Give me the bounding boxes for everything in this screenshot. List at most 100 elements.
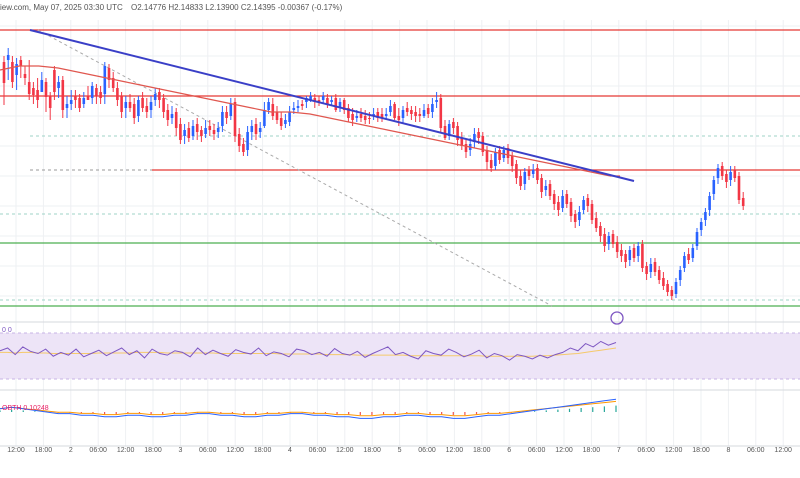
candle-body <box>141 98 144 108</box>
x-tick-label: 12:00 <box>7 447 25 454</box>
candle-body <box>599 226 602 236</box>
candle-body <box>473 134 476 142</box>
candle-body <box>552 194 556 204</box>
candle-body <box>410 110 413 114</box>
candle-body <box>65 104 69 108</box>
x-tick-label: 06:00 <box>418 447 436 454</box>
candle-body <box>494 152 497 166</box>
candle-body <box>86 96 90 100</box>
candle-body <box>725 174 728 182</box>
candle-body <box>435 100 438 102</box>
candle-body <box>95 88 98 96</box>
candle-body <box>90 86 94 98</box>
candle-body <box>153 94 157 100</box>
x-tick-label: 8 <box>726 447 730 454</box>
candle-body <box>603 234 606 246</box>
candle-body <box>632 248 636 258</box>
candle-body <box>242 144 245 152</box>
candle-body <box>355 116 359 118</box>
candle-body <box>397 116 401 120</box>
candle-body <box>569 202 573 216</box>
candle-body <box>515 164 518 178</box>
candle-body <box>183 130 186 136</box>
candle-body <box>149 102 153 110</box>
candle-body <box>300 104 304 106</box>
candle-body <box>263 110 266 126</box>
candle-body <box>288 112 291 122</box>
candle-body <box>363 116 367 120</box>
candle-body <box>674 282 678 294</box>
candle-body <box>330 100 333 102</box>
candle-body <box>347 108 350 118</box>
candle-body <box>557 202 560 210</box>
candle-body <box>15 64 18 75</box>
candle-body <box>19 60 23 66</box>
candle-body <box>48 96 52 108</box>
candle-body <box>107 68 111 80</box>
candle-body <box>578 212 581 220</box>
candle-body <box>573 214 577 222</box>
candle-body <box>733 170 737 178</box>
candle-body <box>53 70 56 92</box>
x-tick-label: 2 <box>69 447 73 454</box>
x-tick-label: 12:00 <box>665 447 683 454</box>
candle-body <box>527 170 531 176</box>
candle-body <box>720 166 724 176</box>
candle-body <box>246 132 249 150</box>
candle-body <box>594 218 598 228</box>
candle-body <box>124 102 128 108</box>
candle-body <box>426 108 430 114</box>
candle-body <box>636 246 640 256</box>
candle-body <box>179 124 182 140</box>
candle-body <box>729 172 732 180</box>
candle-body <box>506 148 510 158</box>
candle-body <box>212 130 216 134</box>
candle-body <box>313 98 317 102</box>
candle-body <box>498 150 501 160</box>
candle-body <box>250 126 254 132</box>
candle-body <box>523 172 527 184</box>
candle-body <box>132 104 136 118</box>
candle-body <box>225 112 228 118</box>
candle-body <box>544 186 548 190</box>
candle-body <box>683 256 686 268</box>
candle-body <box>233 102 237 136</box>
x-tick-label: 06:00 <box>199 447 217 454</box>
candle-body <box>376 112 380 118</box>
candle-body <box>657 270 661 280</box>
candle-body <box>393 104 396 118</box>
candle-body <box>649 264 653 272</box>
candle-body <box>267 102 270 110</box>
candle-body <box>477 132 480 138</box>
header-site: iew.com, <box>0 3 32 12</box>
candle-body <box>6 55 10 60</box>
candle-body <box>418 114 422 116</box>
candle-body <box>708 196 711 210</box>
candle-body <box>405 108 409 112</box>
candle-body <box>414 112 417 116</box>
rsi-band <box>0 333 800 379</box>
x-tick-label: 4 <box>288 447 292 454</box>
candle-body <box>368 118 371 119</box>
candle-body <box>380 114 384 118</box>
candle-body <box>653 262 657 272</box>
x-tick-label: 06:00 <box>637 447 655 454</box>
candle-body <box>485 150 489 162</box>
candle-body <box>582 200 585 210</box>
macd-signal-line <box>0 400 617 417</box>
candle-body <box>565 194 569 204</box>
candle-body <box>166 110 170 120</box>
candle-body <box>162 98 165 112</box>
candle-body <box>489 160 493 168</box>
macd-label: OBTH 0.10248 <box>2 405 49 412</box>
x-tick-label: 12:00 <box>446 447 464 454</box>
chart-header: iew.com, May 07, 2025 03:30 UTC O2.14776… <box>0 3 342 12</box>
candle-body <box>338 102 342 108</box>
indicator-logo-icon <box>610 311 624 325</box>
candle-body <box>662 278 665 286</box>
candle-body <box>548 184 552 196</box>
candle-body <box>342 100 346 110</box>
candle-body <box>741 198 745 206</box>
